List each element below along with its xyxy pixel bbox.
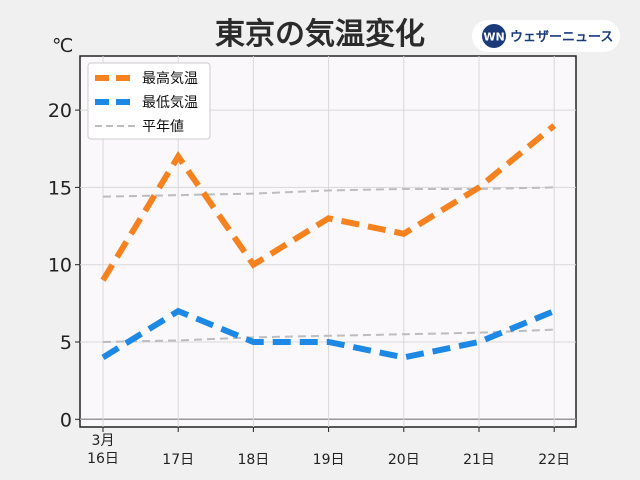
brand-logo: WN ウェザーニュース [472, 20, 620, 52]
y-tick-label: 10 [48, 255, 72, 277]
x-tick-label: 17日 [162, 452, 194, 468]
x-tick-label-line: 17日 [162, 452, 194, 468]
y-axis-unit: ℃ [52, 35, 73, 57]
legend-label: 平年値 [142, 119, 184, 135]
series-line-3 [102, 328, 555, 343]
x-tick-label: 20日 [388, 452, 420, 468]
x-tick-label: 19日 [313, 452, 345, 468]
logo-text: ウェザーニュース [510, 30, 613, 45]
x-tick-label-line: 3月 [92, 433, 115, 449]
y-tick-label: 15 [48, 177, 72, 199]
y-tick-label: 0 [60, 409, 72, 431]
x-axis-ticks: 3月 16日 17日 18日 19日 20日 21日 22日 [87, 427, 570, 468]
logo-mark: WN [483, 31, 504, 44]
x-tick-label-line: 19日 [313, 452, 345, 468]
legend-box [87, 62, 211, 140]
legend-label: 最低気温 [142, 95, 198, 111]
x-tick-label: 21日 [463, 452, 495, 468]
chart-title: 東京の気温変化 [215, 17, 425, 52]
x-tick-label-line: 21日 [463, 452, 495, 468]
logo-pill [472, 20, 620, 52]
legend-label: 最高気温 [142, 70, 198, 87]
x-tick-label-line: 22日 [538, 452, 570, 468]
y-tick-label: 20 [48, 100, 72, 122]
x-tick-label: 18日 [237, 452, 269, 468]
y-tick-label: 5 [60, 332, 72, 354]
x-tick-label-line: 20日 [388, 452, 420, 468]
x-tick-label-line: 16日 [87, 451, 119, 467]
series-line-2 [102, 186, 555, 198]
x-tick-label-line: 18日 [237, 452, 269, 468]
y-axis-ticks: 0 5 10 15 20 [48, 100, 80, 431]
x-tick-label: 3月 16日 [87, 433, 119, 467]
series-line-0 [100, 123, 557, 282]
series-line-1 [101, 307, 556, 361]
series-lines [100, 123, 557, 361]
logo-badge [482, 24, 506, 48]
x-tick-label: 22日 [538, 452, 570, 468]
